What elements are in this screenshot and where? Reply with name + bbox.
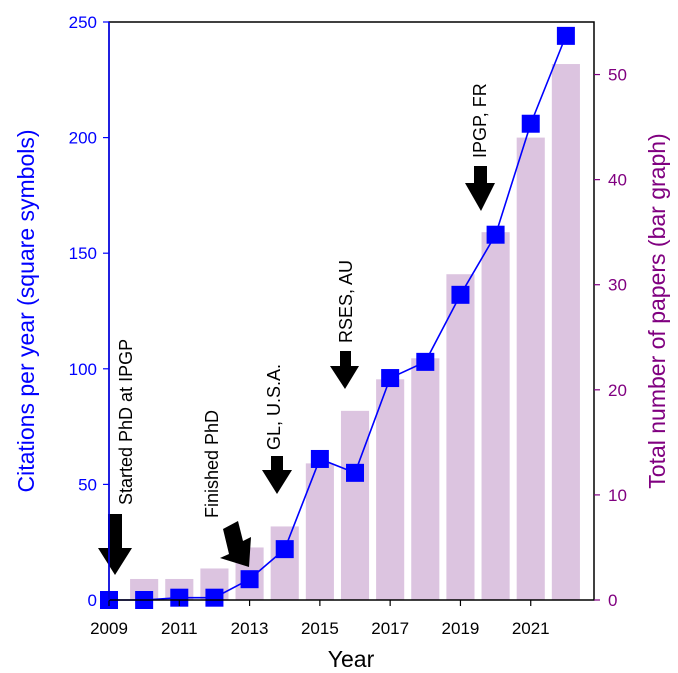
x-tick-label-2009: 2009 (90, 619, 128, 638)
annotation-label-3: GL, U.S.A. (264, 364, 284, 450)
citation-marker-2017 (381, 369, 400, 388)
x-tick-label-2017: 2017 (371, 619, 409, 638)
bar-2017 (376, 379, 405, 600)
x-tick-label-2015: 2015 (301, 619, 339, 638)
x-tick-label-2011: 2011 (161, 619, 198, 638)
annotations-layer: Started PhD at IPGP Finished PhD GL, U.S.A… (116, 83, 490, 518)
citation-marker-2012 (205, 588, 224, 607)
y-left-tick-label-0: 0 (88, 591, 97, 610)
y-right-tick-label-50: 50 (608, 66, 627, 85)
citations-markers-layer (100, 26, 575, 609)
citation-marker-2019 (451, 285, 470, 304)
bar-2016 (340, 410, 370, 600)
citation-marker-2018 (416, 352, 435, 371)
y-right-tick-label-10: 10 (608, 486, 627, 505)
y-right-axis-title: Total number of papers (bar graph) (644, 133, 670, 488)
y-right-ticks: 0 10 20 30 40 50 (594, 66, 627, 610)
annotation-arrow-3 (262, 456, 292, 494)
y-left-tick-label-200: 200 (69, 129, 97, 148)
bars-layer (130, 64, 580, 600)
arrows-layer (98, 166, 495, 575)
annotation-arrow-1 (98, 514, 132, 575)
citation-marker-2011 (170, 588, 189, 607)
bar-2022 (551, 64, 580, 600)
citation-marker-2016 (346, 463, 365, 482)
x-ticks: 2009 2011 2013 2015 2017 2019 2021 (90, 600, 550, 638)
citation-marker-2020 (486, 225, 505, 244)
x-tick-label-2019: 2019 (442, 619, 480, 638)
annotation-label-4: RSES, AU (336, 260, 356, 343)
annotation-label-1: Started PhD at IPGP (116, 339, 136, 505)
citation-marker-2014 (275, 540, 294, 559)
y-right-tick-label-30: 30 (608, 276, 627, 295)
annotation-arrow-4 (330, 351, 359, 389)
bar-2018 (411, 358, 440, 600)
x-tick-label-2021: 2021 (512, 619, 550, 638)
bar-2020 (481, 232, 510, 600)
y-left-axis-title: Citations per year (square symbols) (13, 129, 39, 492)
annotation-label-5: IPGP, FR (470, 83, 490, 158)
y-right-tick-label-20: 20 (608, 381, 627, 400)
citation-marker-2021 (521, 114, 540, 133)
citation-marker-2013 (240, 570, 259, 589)
x-axis-title: Year (328, 646, 375, 672)
bar-2019 (446, 274, 475, 600)
bar-2014 (270, 526, 299, 600)
y-left-tick-label-150: 150 (69, 244, 97, 263)
y-left-tick-label-100: 100 (69, 360, 97, 379)
citation-marker-2015 (310, 449, 329, 468)
annotation-arrow-5 (465, 166, 495, 211)
y-left-ticks: 0 50 100 150 200 250 (69, 13, 109, 610)
annotation-arrow-2 (220, 521, 251, 567)
citation-marker-2022 (556, 26, 575, 45)
y-right-tick-label-40: 40 (608, 171, 627, 190)
y-left-tick-label-50: 50 (78, 475, 97, 494)
annotation-label-2: Finished PhD (202, 410, 222, 518)
bar-2015 (305, 463, 334, 600)
y-right-tick-label-0: 0 (608, 591, 617, 610)
bar-2021 (516, 137, 545, 600)
x-tick-label-2013: 2013 (231, 619, 269, 638)
y-left-tick-label-250: 250 (69, 13, 97, 32)
